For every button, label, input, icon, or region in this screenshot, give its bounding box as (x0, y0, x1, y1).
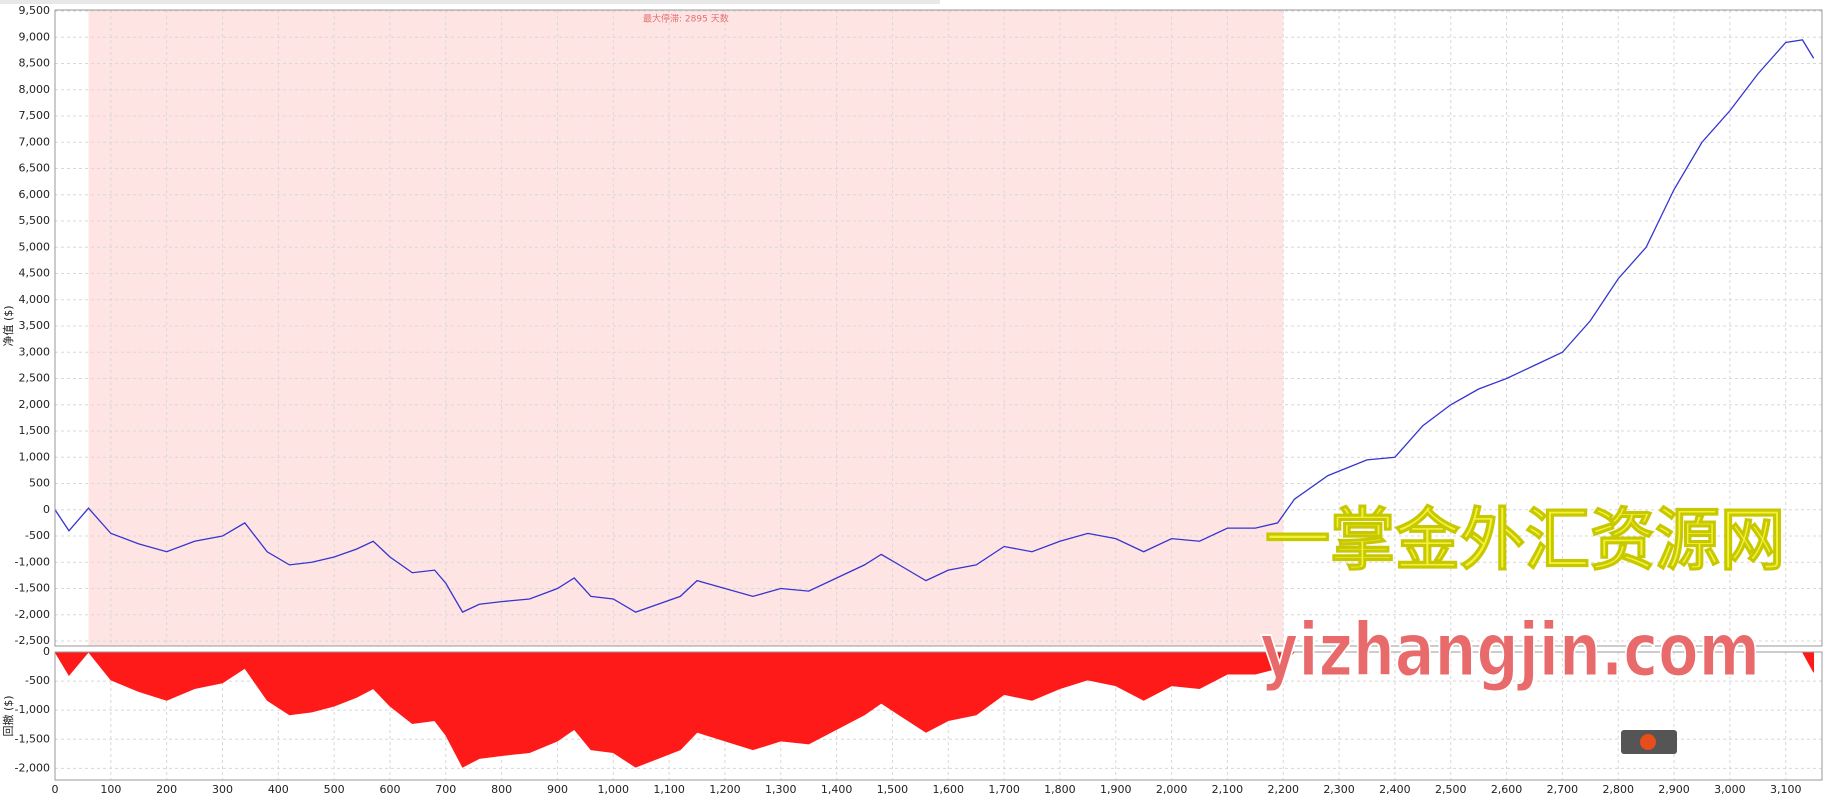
x-tick-label: 3,000 (1714, 783, 1746, 796)
y-tick-label: -2,000 (15, 608, 50, 621)
y-tick-label: 3,500 (19, 319, 51, 332)
x-tick-label: 200 (156, 783, 177, 796)
y-tick-label: 4,000 (19, 293, 51, 306)
x-tick-label: 300 (212, 783, 233, 796)
x-tick-label: 0 (52, 783, 59, 796)
x-tick-label: 2,600 (1491, 783, 1523, 796)
y-tick-label: 3,000 (19, 345, 51, 358)
plot-frame (54, 9, 1823, 647)
x-tick-label: 700 (435, 783, 456, 796)
x-tick-label: 1,900 (1100, 783, 1132, 796)
y-tick-label: -500 (25, 529, 50, 542)
y-tick-label: 500 (29, 477, 50, 490)
y-tick-label: 7,000 (19, 135, 51, 148)
equity-line (54, 39, 1815, 613)
x-tick-label: 900 (547, 783, 568, 796)
y-tick-label: -2,500 (15, 634, 50, 647)
x-tick-label: 2,400 (1379, 783, 1411, 796)
y-tick-label: 8,500 (19, 57, 51, 70)
plots: -2,500 -2,000 -1,500 -1,000 -500 0 500 1,000 1,5… (15, 4, 1823, 796)
y-tick-label: 9,000 (19, 30, 51, 43)
y-tick-label: -500 (25, 674, 50, 687)
widget-icon[interactable] (1621, 730, 1677, 754)
y-tick-label: 5,500 (19, 214, 51, 227)
y-tick-label: 9,500 (19, 4, 51, 17)
y-tick-label: 6,500 (19, 162, 51, 175)
x-tick-label: 500 (324, 783, 345, 796)
y-tick-label: -2,000 (15, 761, 50, 774)
x-tick-label: 1,500 (877, 783, 909, 796)
y-tick-label: 2,000 (19, 398, 51, 411)
y-tick-label: -1,000 (15, 555, 50, 568)
x-tick-label: 2,900 (1658, 783, 1690, 796)
y-tick-label: 1,000 (19, 450, 51, 463)
x-tick-label: 3,100 (1770, 783, 1802, 796)
x-tick-label: 2,000 (1156, 783, 1188, 796)
plot-frame (54, 651, 1823, 781)
y-tick-label: 0 (43, 645, 50, 658)
y-tick-label: 5,000 (19, 240, 51, 253)
y-axis-label: 净值 ($) (1, 305, 15, 346)
x-tick-label: 100 (100, 783, 121, 796)
watermark: 一掌金外汇资源网 (1265, 502, 1785, 581)
x-tick-label: 1,200 (709, 783, 741, 796)
x-tick-label: 1,800 (1044, 783, 1076, 796)
y-axis-label: 回撤 ($) (1, 695, 15, 736)
x-tick-label: 2,800 (1602, 783, 1634, 796)
y-tick-label: 0 (43, 503, 50, 516)
y-tick-label: -1,500 (15, 732, 50, 745)
x-tick-label: 1,400 (821, 783, 853, 796)
y-tick-label: 4,500 (19, 267, 51, 280)
x-tick-label: 1,700 (988, 783, 1020, 796)
x-tick-label: 1,300 (765, 783, 797, 796)
watermark: yizhangjin.com (1260, 608, 1760, 694)
x-tick-label: 2,200 (1267, 783, 1299, 796)
x-tick-label: 2,500 (1435, 783, 1467, 796)
x-tick-label: 800 (491, 783, 512, 796)
shaded-region (88, 10, 1284, 646)
y-tick-label: 8,000 (19, 83, 51, 96)
x-tick-label: 1,600 (933, 783, 965, 796)
y-tick-label: -1,000 (15, 703, 50, 716)
y-tick-label: 2,500 (19, 372, 51, 385)
x-tick-label: 600 (379, 783, 400, 796)
y-tick-label: -1,500 (15, 582, 50, 595)
x-tick-label: 1,100 (653, 783, 685, 796)
x-tick-label: 2,300 (1323, 783, 1355, 796)
top-tabs (0, 0, 940, 4)
y-tick-label: 1,500 (19, 424, 51, 437)
annotation: 最大停滞: 2895 天数 (643, 13, 729, 25)
x-tick-label: 1,000 (598, 783, 630, 796)
x-tick-label: 2,100 (1212, 783, 1244, 796)
x-tick-label: 2,700 (1547, 783, 1579, 796)
y-tick-label: 6,000 (19, 188, 51, 201)
x-tick-label: 400 (268, 783, 289, 796)
y-tick-label: 7,500 (19, 109, 51, 122)
